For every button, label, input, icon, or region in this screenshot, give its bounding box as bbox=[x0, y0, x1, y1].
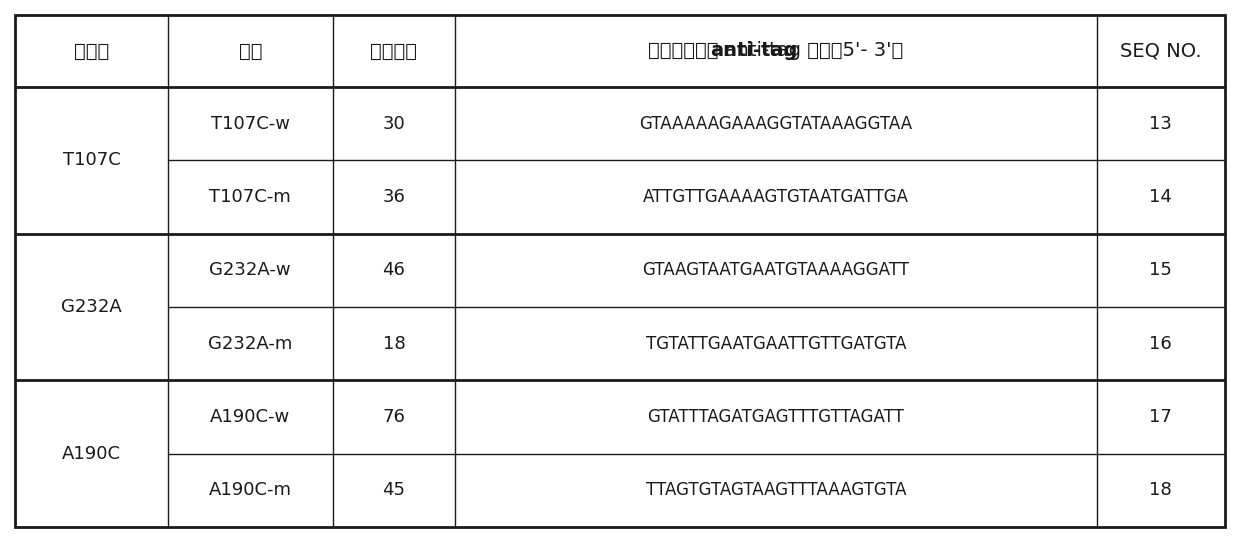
Text: TGTATTGAATGAATTGTTGATGTA: TGTATTGAATGAATTGTTGATGTA bbox=[646, 334, 906, 353]
Text: 微球编号: 微球编号 bbox=[371, 42, 418, 61]
Text: A190C-m: A190C-m bbox=[208, 481, 291, 499]
Text: 76: 76 bbox=[382, 408, 405, 426]
Text: GTAAGTAATGAATGTAAAAGGATT: GTAAGTAATGAATGTAAAAGGATT bbox=[642, 261, 909, 279]
Text: GTAAAAAGAAAGGTATAAAGGTAA: GTAAAAAGAAAGGTATAAAGGTAA bbox=[640, 115, 913, 133]
Text: 微球上对应的 anti-tag 序列（5'- 3'）: 微球上对应的 anti-tag 序列（5'- 3'） bbox=[649, 42, 904, 61]
Text: anti-tag: anti-tag bbox=[711, 42, 797, 61]
Text: 14: 14 bbox=[1149, 188, 1172, 206]
Text: 13: 13 bbox=[1149, 115, 1172, 133]
Text: A190C: A190C bbox=[62, 444, 120, 463]
Text: 17: 17 bbox=[1149, 408, 1172, 426]
Text: A190C-w: A190C-w bbox=[210, 408, 290, 426]
Text: 类型: 类型 bbox=[238, 42, 262, 61]
Text: 18: 18 bbox=[1149, 481, 1172, 499]
Text: 18: 18 bbox=[382, 334, 405, 353]
Text: G232A: G232A bbox=[61, 298, 122, 316]
Text: 45: 45 bbox=[382, 481, 405, 499]
Text: ATTGTTGAAAAGTGTAATGATTGA: ATTGTTGAAAAGTGTAATGATTGA bbox=[642, 188, 909, 206]
Text: T107C-w: T107C-w bbox=[211, 115, 290, 133]
Text: T107C-m: T107C-m bbox=[210, 188, 291, 206]
Text: 16: 16 bbox=[1149, 334, 1172, 353]
Text: T107C: T107C bbox=[62, 151, 120, 169]
Text: GTATTTAGATGAGTTTGTTAGATT: GTATTTAGATGAGTTTGTTAGATT bbox=[647, 408, 904, 426]
Text: G232A-m: G232A-m bbox=[208, 334, 293, 353]
Text: 30: 30 bbox=[382, 115, 405, 133]
Text: 46: 46 bbox=[382, 261, 405, 279]
Text: G232A-w: G232A-w bbox=[210, 261, 291, 279]
Text: 15: 15 bbox=[1149, 261, 1172, 279]
Text: SEQ NO.: SEQ NO. bbox=[1120, 42, 1202, 61]
Text: 36: 36 bbox=[382, 188, 405, 206]
Text: 基因型: 基因型 bbox=[73, 42, 109, 61]
Text: TTAGTGTAGTAAGTTTAAAGTGTA: TTAGTGTAGTAAGTTTAAAGTGTA bbox=[646, 481, 906, 499]
